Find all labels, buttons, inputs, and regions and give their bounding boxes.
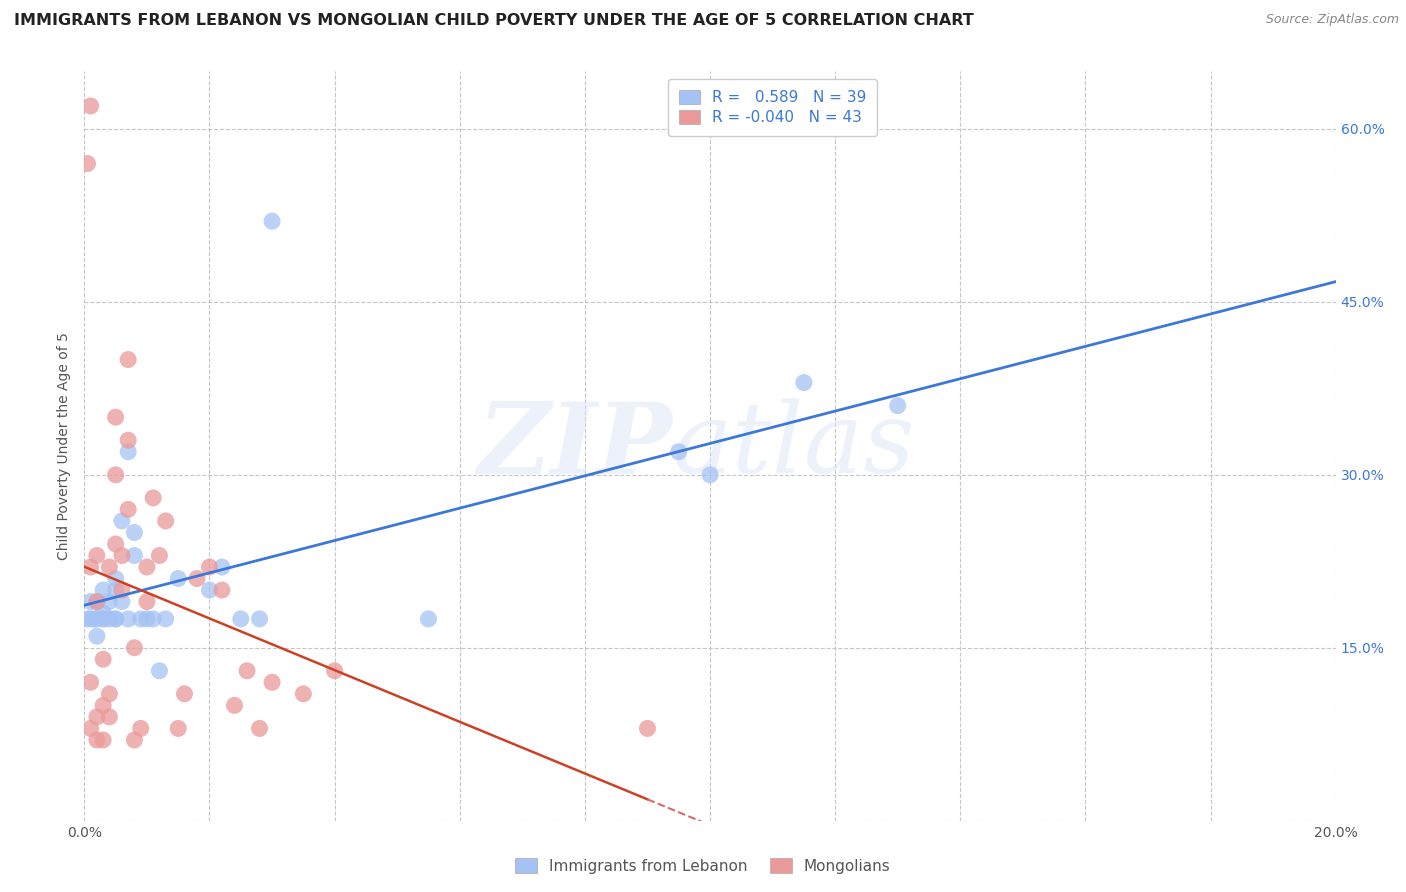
- Point: [76, 156, 98, 170]
- Point: [91, 612, 114, 626]
- Point: [117, 352, 139, 367]
- Point: [111, 549, 134, 563]
- Point: [224, 698, 246, 713]
- Point: [186, 572, 208, 586]
- Point: [249, 722, 271, 736]
- Point: [668, 444, 690, 458]
- Text: atlas: atlas: [672, 399, 915, 493]
- Point: [79, 612, 101, 626]
- Text: IMMIGRANTS FROM LEBANON VS MONGOLIAN CHILD POVERTY UNDER THE AGE OF 5 CORRELATIO: IMMIGRANTS FROM LEBANON VS MONGOLIAN CHI…: [14, 13, 974, 29]
- Point: [887, 399, 910, 413]
- Point: [86, 710, 108, 724]
- Point: [111, 594, 134, 608]
- Point: [91, 612, 114, 626]
- Point: [124, 640, 146, 655]
- Point: [86, 594, 108, 608]
- Point: [86, 594, 108, 608]
- Point: [129, 612, 152, 626]
- Point: [79, 722, 101, 736]
- Point: [79, 675, 101, 690]
- Point: [136, 594, 159, 608]
- Point: [142, 612, 165, 626]
- Point: [104, 612, 127, 626]
- Point: [98, 594, 121, 608]
- Point: [86, 733, 108, 747]
- Point: [104, 537, 127, 551]
- Point: [79, 560, 101, 574]
- Point: [83, 612, 105, 626]
- Point: [129, 722, 152, 736]
- Point: [117, 502, 139, 516]
- Point: [793, 376, 815, 390]
- Point: [104, 572, 127, 586]
- Point: [104, 410, 127, 425]
- Point: [98, 612, 121, 626]
- Point: [148, 664, 170, 678]
- Point: [91, 733, 114, 747]
- Point: [91, 606, 114, 620]
- Point: [236, 664, 259, 678]
- Point: [91, 652, 114, 666]
- Point: [124, 525, 146, 540]
- Point: [142, 491, 165, 505]
- Point: [323, 664, 346, 678]
- Point: [167, 572, 190, 586]
- Point: [148, 549, 170, 563]
- Text: ZIP: ZIP: [478, 398, 672, 494]
- Point: [136, 612, 159, 626]
- Point: [117, 612, 139, 626]
- Point: [262, 214, 284, 228]
- Point: [155, 612, 177, 626]
- Point: [91, 583, 114, 598]
- Point: [198, 560, 221, 574]
- Point: [91, 698, 114, 713]
- Point: [229, 612, 252, 626]
- Point: [249, 612, 271, 626]
- Point: [79, 99, 101, 113]
- Point: [86, 549, 108, 563]
- Point: [98, 560, 121, 574]
- Point: [104, 467, 127, 482]
- Point: [262, 675, 284, 690]
- Point: [76, 612, 98, 626]
- Point: [111, 514, 134, 528]
- Point: [211, 560, 233, 574]
- Point: [136, 560, 159, 574]
- Text: Source: ZipAtlas.com: Source: ZipAtlas.com: [1265, 13, 1399, 27]
- Point: [173, 687, 195, 701]
- Point: [98, 687, 121, 701]
- Point: [124, 549, 146, 563]
- Point: [104, 612, 127, 626]
- Point: [155, 514, 177, 528]
- Point: [111, 583, 134, 598]
- Point: [211, 583, 233, 598]
- Point: [637, 722, 659, 736]
- Point: [86, 629, 108, 643]
- Point: [98, 710, 121, 724]
- Point: [699, 467, 721, 482]
- Point: [117, 434, 139, 448]
- Point: [104, 583, 127, 598]
- Point: [79, 594, 101, 608]
- Point: [418, 612, 440, 626]
- Y-axis label: Child Poverty Under the Age of 5: Child Poverty Under the Age of 5: [58, 332, 72, 560]
- Legend: Immigrants from Lebanon, Mongolians: Immigrants from Lebanon, Mongolians: [509, 852, 897, 880]
- Point: [167, 722, 190, 736]
- Point: [86, 612, 108, 626]
- Legend: R =   0.589   N = 39, R = -0.040   N = 43: R = 0.589 N = 39, R = -0.040 N = 43: [668, 79, 877, 136]
- Point: [198, 583, 221, 598]
- Point: [117, 444, 139, 458]
- Point: [292, 687, 315, 701]
- Point: [124, 733, 146, 747]
